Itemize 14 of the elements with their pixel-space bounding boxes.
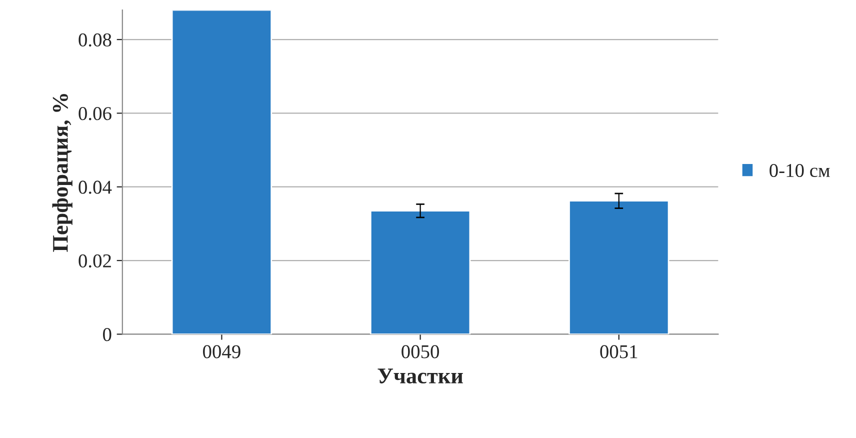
bar [568,200,670,334]
x-tick-label: 0050 [402,345,439,358]
y-tick-label: 0.02 [78,254,111,268]
x-tick-label: 0049 [203,345,240,358]
y-tick-label: 0.04 [78,180,112,194]
x-tick-label: 0051 [600,345,638,358]
text: 0 [103,328,112,342]
y-axis-title: Перфорация, % [52,94,72,252]
legend-label: 0-10 см [770,164,830,178]
bar [370,210,471,334]
y-tick-label: 0.08 [78,33,112,47]
bar [171,10,272,334]
x-axis-title: Участки [378,368,463,384]
y-tick-label: 0.06 [78,107,112,120]
